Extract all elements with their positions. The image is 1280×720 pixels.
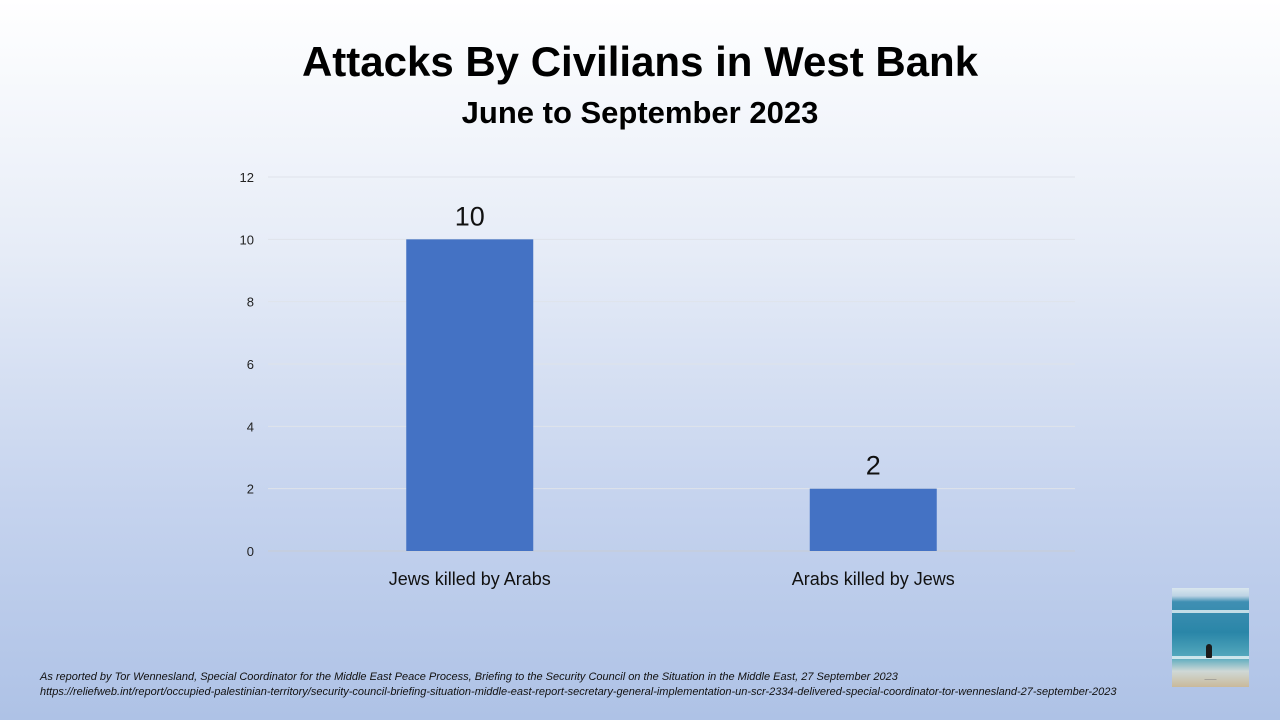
person-figure [1206, 644, 1212, 658]
source-url: https://reliefweb.int/report/occupied-pa… [40, 686, 1117, 698]
bars [406, 239, 937, 552]
y-tick-label: 12 [240, 170, 254, 185]
wave-line [1172, 610, 1249, 613]
bar [809, 488, 937, 551]
photo-caption: ——— [1204, 676, 1217, 681]
x-tick-label: Arabs killed by Jews [792, 569, 955, 589]
x-tick-label: Jews killed by Arabs [389, 569, 551, 589]
bar [406, 239, 534, 552]
x-axis-ticks: Jews killed by Arabs Arabs killed by Jews [389, 569, 955, 589]
y-tick-label: 4 [247, 419, 254, 434]
source-note: As reported by Tor Wennesland, Special C… [40, 671, 898, 683]
chart-subtitle: June to September 2023 [461, 95, 819, 130]
y-tick-label: 10 [240, 232, 254, 247]
y-axis-ticks: 0 2 4 6 8 10 12 [240, 170, 254, 559]
data-label: 10 [455, 201, 485, 231]
y-tick-label: 0 [247, 544, 254, 559]
y-tick-label: 6 [247, 357, 254, 372]
data-label: 2 [866, 451, 881, 481]
data-labels: 10 2 [455, 201, 881, 480]
y-tick-label: 2 [247, 482, 254, 497]
y-tick-label: 8 [247, 295, 254, 310]
gridlines [268, 176, 1075, 552]
chart-title: Attacks By Civilians in West Bank [301, 38, 979, 85]
beach-photo-thumbnail: ——— [1172, 588, 1249, 687]
